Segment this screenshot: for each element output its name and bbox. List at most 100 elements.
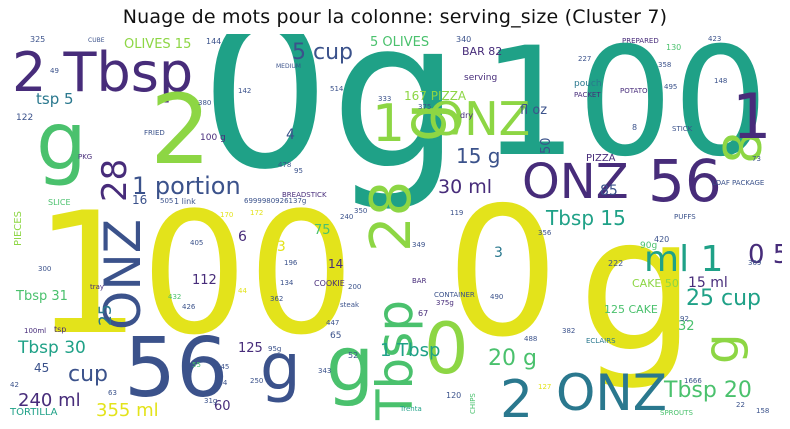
word: 119 <box>450 209 464 217</box>
word: 120 <box>446 391 462 400</box>
word: 125 CAKE <box>604 303 658 316</box>
word: 495 <box>664 83 678 91</box>
word: 2 <box>150 74 212 186</box>
word: 1 <box>732 80 772 153</box>
word: 514 <box>330 85 344 93</box>
word: 144 <box>206 37 222 46</box>
word: 32 <box>678 319 695 334</box>
word: 340 <box>456 35 472 44</box>
word: 75 <box>314 223 331 238</box>
word: 67 <box>418 309 429 318</box>
word: tsp 5 <box>36 90 74 108</box>
word: 423 <box>708 35 722 43</box>
word: 420 <box>654 235 670 244</box>
word: 1 Tbsp <box>380 340 441 361</box>
word: 49 <box>50 67 59 75</box>
word: 16 <box>132 193 148 207</box>
word: 22 <box>736 401 745 409</box>
word: 42 <box>10 381 19 389</box>
word: 100 <box>34 176 355 372</box>
word: STICK <box>672 125 693 133</box>
word: 172 <box>250 209 264 217</box>
word: 1 portion <box>132 172 241 200</box>
word: 122 <box>16 113 34 123</box>
word: 354 <box>214 379 228 387</box>
word: g <box>694 333 750 364</box>
word: 1666 <box>684 377 702 385</box>
word: 240 <box>340 213 354 221</box>
word: 250 <box>250 377 264 385</box>
word: pouch <box>574 79 602 89</box>
word: 167 PIZZA <box>404 89 467 103</box>
word: 447 <box>326 319 340 327</box>
word: 100ml <box>24 327 47 335</box>
word: 350 <box>354 207 368 215</box>
word: 25 cup <box>686 286 761 311</box>
word: 112 <box>192 273 217 288</box>
word: tsp <box>54 325 67 334</box>
word: BREADSTICK <box>282 191 327 199</box>
word: Tbsp 20 <box>664 378 752 403</box>
word: 356 <box>538 229 552 237</box>
word: 478 <box>278 161 292 169</box>
word: CUBE <box>88 37 105 44</box>
word: 369 <box>748 259 762 267</box>
word: 380 <box>198 99 212 107</box>
word: SPROUTS <box>660 409 693 417</box>
word: 426 <box>182 303 196 311</box>
word: 343 <box>318 367 332 375</box>
word: 5 cup <box>292 40 353 65</box>
word: PUFFS <box>674 213 696 221</box>
word: 6 <box>238 229 247 245</box>
word: 31g <box>204 397 218 405</box>
word: 30 ml <box>438 176 493 198</box>
word: 20 g <box>488 346 537 371</box>
word: 52 <box>348 351 359 360</box>
word: 125 <box>238 341 263 356</box>
word: 6999980926137g <box>244 197 307 205</box>
word: PACKAGE <box>732 179 765 187</box>
word: 148 <box>714 77 728 85</box>
word: g <box>36 95 87 188</box>
word: 200 <box>348 283 362 291</box>
word: 142 <box>238 87 252 95</box>
word: TORTILLA <box>10 407 58 418</box>
word: 65 <box>330 331 342 341</box>
word: g <box>326 319 375 408</box>
word: OLIVES 15 <box>124 37 192 52</box>
word: 488 <box>524 335 538 343</box>
word: PIECES <box>13 211 24 246</box>
word: 222 <box>608 259 624 268</box>
word: BAR 82 <box>462 45 503 58</box>
word: COOKIE <box>314 279 345 288</box>
word: CHIPS <box>469 393 477 414</box>
word: POTATO <box>620 87 648 95</box>
word: SLICE <box>48 198 71 207</box>
word: 375 <box>418 103 432 111</box>
word: 432 <box>168 293 182 301</box>
word: 90g <box>640 241 658 251</box>
word: 60 <box>214 399 231 414</box>
word: FRIED <box>144 129 165 137</box>
word: fl oz <box>520 103 548 118</box>
word: cup <box>68 362 109 387</box>
word: LOAF <box>712 179 730 187</box>
word: Trenta <box>400 405 422 413</box>
word: g <box>260 331 301 405</box>
word: 25 <box>96 304 116 326</box>
word: Tbsp 31 <box>16 289 68 304</box>
word: 5 OLIVES <box>370 35 430 50</box>
word: 333 <box>378 95 392 103</box>
word: 405 <box>190 239 204 247</box>
word: steak <box>340 301 360 309</box>
word: 375g <box>436 299 454 307</box>
word: PIZZA <box>586 153 616 164</box>
word: PREPARED <box>622 37 659 45</box>
word: 33 <box>268 239 286 255</box>
word: 358 <box>658 61 672 69</box>
word: Tbsp 15 <box>546 206 626 230</box>
word: ml 1 <box>644 239 724 280</box>
word: MEDIUM <box>276 63 301 70</box>
word: 0 <box>424 308 469 390</box>
word: ONZ <box>556 364 668 422</box>
